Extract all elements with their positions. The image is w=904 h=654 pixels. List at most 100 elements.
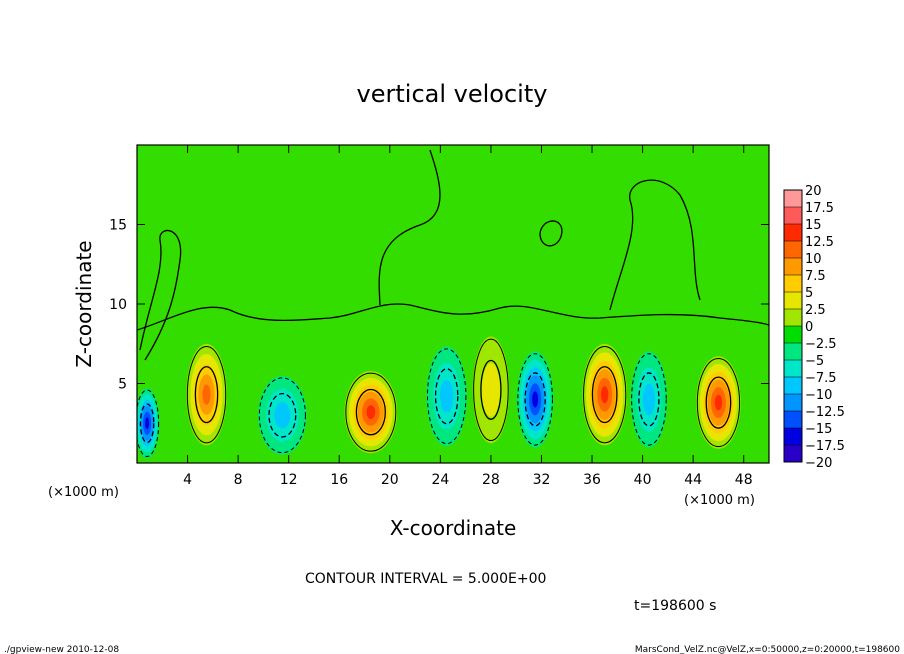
colorbar: 20 17.5 15 12.5 10 7.5 5 2.5 0 −2.5 −5 −7.5 −10 −12.5… <box>783 184 845 471</box>
x-unit-left: (×1000 m) <box>48 485 119 500</box>
cell-ring <box>600 386 609 404</box>
y-tick-label: 5 <box>118 377 127 393</box>
y-tick-label: 15 <box>109 218 127 234</box>
colorbar-band <box>784 207 802 225</box>
field-cell <box>472 336 510 444</box>
cell-contour-outer <box>186 345 227 444</box>
colorbar-label: −5 <box>805 354 824 369</box>
contour-lines <box>137 149 769 361</box>
footer-left: ./gpview-new 2010-12-08 <box>4 645 119 654</box>
cell-contour-outer <box>345 372 397 452</box>
cell-contour-outer <box>631 353 667 446</box>
contour-loop-top <box>539 220 563 247</box>
x-tick-label: 16 <box>330 472 348 488</box>
contour-upper-boundary <box>137 303 769 331</box>
field-cells <box>137 336 741 459</box>
cell-ring <box>481 363 501 417</box>
colorbar-label: 20 <box>805 184 822 199</box>
colorbar-label: 15 <box>805 218 822 233</box>
field-cell <box>426 346 467 447</box>
colorbar-band <box>784 360 802 378</box>
cell-ring <box>714 394 723 411</box>
x-tick-label: 20 <box>381 472 399 488</box>
cell-contour <box>139 403 155 444</box>
field-cell <box>186 343 227 446</box>
cell-contour-outer <box>426 348 467 445</box>
field-cell <box>630 351 668 448</box>
field-cell <box>582 343 627 446</box>
y-tick-label: 10 <box>109 297 127 313</box>
time-label: t=198600 s <box>634 598 716 614</box>
cell-contour <box>434 368 459 425</box>
contour-loop-left <box>139 229 182 361</box>
chart-title: vertical velocity <box>357 80 548 108</box>
cell-contour <box>524 372 546 427</box>
cell-ring <box>366 405 376 419</box>
colorbar-band <box>784 326 802 344</box>
colorbar-band <box>784 377 802 395</box>
colorbar-label: −20 <box>805 456 832 471</box>
cell-contour-outer <box>473 338 509 442</box>
field-cell <box>344 371 398 454</box>
field-cell <box>516 351 554 448</box>
cell-ring <box>642 383 655 416</box>
colorbar-band <box>784 275 802 293</box>
field-cell <box>258 375 307 455</box>
x-tick-label: 12 <box>280 472 298 488</box>
x-tick-label: 44 <box>684 472 702 488</box>
cell-contour-outer <box>583 345 627 444</box>
colorbar-label: 5 <box>805 286 813 301</box>
colorbar-band <box>784 428 802 446</box>
cell-contour-outer <box>696 358 741 448</box>
x-tick-label: 32 <box>533 472 551 488</box>
colorbar-label: −2.5 <box>805 337 837 352</box>
cell-contour <box>268 393 297 438</box>
cell-contour <box>638 372 660 427</box>
x-tick-label: 24 <box>431 472 449 488</box>
x-tick-label: 28 <box>482 472 500 488</box>
colorbar-label: 12.5 <box>805 235 834 250</box>
colorbar-band <box>784 258 802 276</box>
colorbar-band <box>784 224 802 242</box>
cell-ring <box>532 391 539 408</box>
cell-contour <box>591 366 618 424</box>
colorbar-label: 17.5 <box>805 201 834 216</box>
colorbar-band <box>784 343 802 361</box>
x-tick-label: 40 <box>634 472 652 488</box>
cell-contour <box>480 359 502 420</box>
x-tick-label: 36 <box>583 472 601 488</box>
cell-contour <box>355 388 386 436</box>
colorbar-label: −15 <box>805 422 832 437</box>
colorbar-label: −17.5 <box>805 439 845 454</box>
colorbar-label: −10 <box>805 388 832 403</box>
colorbar-band <box>784 445 802 463</box>
colorbar-band <box>784 309 802 327</box>
colorbar-label: 7.5 <box>805 269 826 284</box>
cell-ring <box>274 402 291 429</box>
cell-ring <box>202 384 211 405</box>
colorbar-band <box>784 411 802 429</box>
colorbar-label: 2.5 <box>805 303 826 318</box>
cell-contour <box>705 376 732 429</box>
x-tick-label: 4 <box>183 472 192 488</box>
x-unit-right: (×1000 m) <box>684 493 755 508</box>
cell-ring <box>145 417 150 430</box>
colorbar-band <box>784 241 802 259</box>
x-tick-label: 8 <box>234 472 243 488</box>
colorbar-label: −12.5 <box>805 405 845 420</box>
colorbar-band <box>784 292 802 310</box>
colorbar-label: −7.5 <box>805 371 837 386</box>
cell-ring <box>439 379 454 413</box>
colorbar-band <box>784 190 802 208</box>
cell-contour-outer <box>517 353 553 446</box>
field-cell <box>696 356 741 449</box>
field-cell <box>137 388 160 459</box>
colorbar-band <box>784 394 802 412</box>
y-axis-ticks: 5 10 15 <box>109 218 769 393</box>
x-tick-label: 48 <box>735 472 753 488</box>
y-axis-label: Z-coordinate <box>72 240 96 367</box>
x-axis-label: X-coordinate <box>390 516 517 540</box>
contour-plume-b <box>609 179 701 311</box>
contour-interval-label: CONTOUR INTERVAL = 5.000E+00 <box>305 571 546 587</box>
